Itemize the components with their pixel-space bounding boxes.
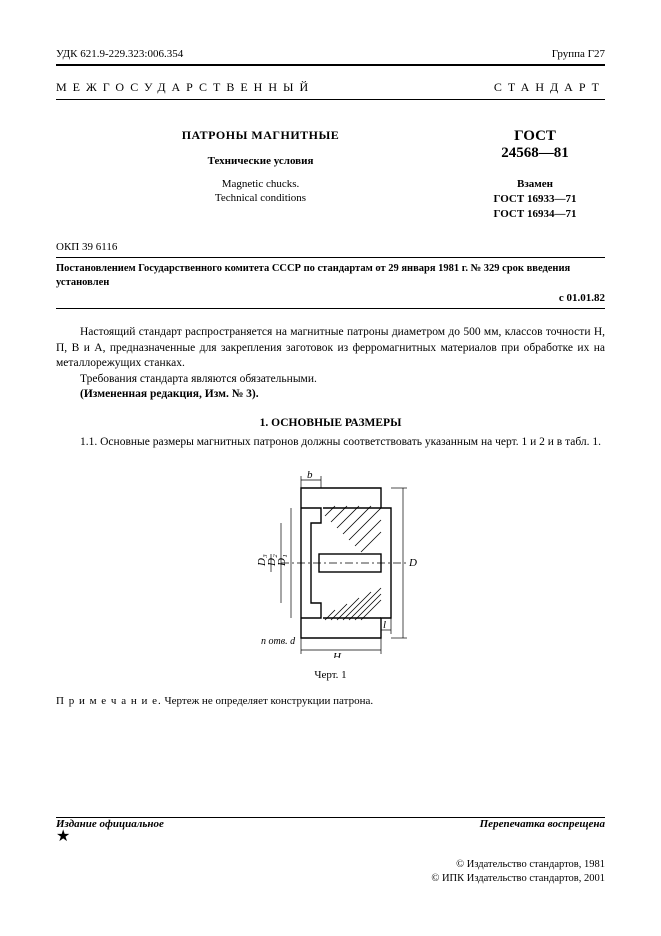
replace-label: Взамен bbox=[517, 178, 553, 190]
gost-main: ГОСТ 24568—81 bbox=[465, 128, 605, 163]
decree-text: Постановлением Государственного комитета… bbox=[56, 262, 605, 290]
note-body: Чертеж не определяет конструкции патрона… bbox=[162, 695, 373, 707]
title-en-line2: Technical conditions bbox=[215, 192, 306, 204]
title-block: ПАТРОНЫ МАГНИТНЫЕ Технические условия Ma… bbox=[56, 128, 605, 223]
title-right: ГОСТ 24568—81 Взамен ГОСТ 16933—71 ГОСТ … bbox=[465, 128, 605, 223]
fig-label-notv: n отв. d bbox=[261, 636, 296, 647]
fig-label-H: H bbox=[332, 651, 342, 658]
title-ru: ПАТРОНЫ МАГНИТНЫЕ bbox=[56, 128, 465, 143]
para-3: (Измененная редакция, Изм. № 3). bbox=[56, 387, 605, 403]
figure-note: П р и м е ч а н и е. Чертеж не определяе… bbox=[56, 695, 605, 707]
copyright-block: © Издательство стандартов, 1981 © ИПК Из… bbox=[56, 858, 605, 886]
para-1: Настоящий стандарт распространяется на м… bbox=[56, 325, 605, 372]
fig-label-l: l bbox=[383, 619, 386, 631]
copyright-2: © ИПК Издательство стандартов, 2001 bbox=[56, 872, 605, 886]
udk-code: УДК 621.9-229.323:006.354 bbox=[56, 48, 183, 60]
para-1-1: 1.1. Основные размеры магнитных патронов… bbox=[56, 435, 605, 451]
interstate-heading: МЕЖГОСУДАРСТВЕННЫЙ СТАНДАРТ bbox=[56, 80, 605, 95]
rule-under-interstate bbox=[56, 99, 605, 100]
title-en-line1: Magnetic chucks. bbox=[222, 178, 300, 190]
para-1-1-wrap: 1.1. Основные размеры магнитных патронов… bbox=[56, 435, 605, 451]
footer-right: Перепечатка воспрещена bbox=[480, 818, 605, 830]
fig-label-D3: D₃ bbox=[256, 554, 268, 567]
footer: Издание официальное Перепечатка воспреще… bbox=[56, 813, 605, 886]
para-2: Требования стандарта являются обязательн… bbox=[56, 372, 605, 388]
rule-since bbox=[56, 308, 605, 309]
rule-top bbox=[56, 64, 605, 66]
figure-1-svg: b D D₁ D₂ D₃ l H n отв. d bbox=[231, 468, 431, 658]
fig-label-b: b bbox=[307, 469, 313, 481]
top-line: УДК 621.9-229.323:006.354 Группа Г27 bbox=[56, 48, 605, 60]
copyright-1: © Издательство стандартов, 1981 bbox=[56, 858, 605, 872]
body-text: Настоящий стандарт распространяется на м… bbox=[56, 325, 605, 403]
figure-1-caption: Черт. 1 bbox=[56, 669, 605, 681]
page: УДК 621.9-229.323:006.354 Группа Г27 МЕЖ… bbox=[0, 0, 661, 936]
section-1-title: 1. ОСНОВНЫЕ РАЗМЕРЫ bbox=[56, 417, 605, 429]
star-icon: ★ bbox=[56, 832, 605, 842]
fig-label-D: D bbox=[408, 557, 417, 569]
figure-1: b D D₁ D₂ D₃ l H n отв. d Черт. 1 bbox=[56, 468, 605, 681]
replace-2: ГОСТ 16934—71 bbox=[494, 208, 577, 220]
group-code: Группа Г27 bbox=[552, 48, 605, 60]
gost-label: ГОСТ bbox=[514, 128, 556, 144]
replace-1: ГОСТ 16933—71 bbox=[494, 193, 577, 205]
since-date: с 01.01.82 bbox=[559, 292, 605, 304]
rule-okp bbox=[56, 257, 605, 258]
footer-row: Издание официальное Перепечатка воспреще… bbox=[56, 818, 605, 830]
since-row: с 01.01.82 bbox=[56, 292, 605, 304]
title-left: ПАТРОНЫ МАГНИТНЫЕ Технические условия Ma… bbox=[56, 128, 465, 206]
title-en: Magnetic chucks. Technical conditions bbox=[56, 177, 465, 206]
replace-block: Взамен ГОСТ 16933—71 ГОСТ 16934—71 bbox=[465, 177, 605, 223]
subtitle-ru: Технические условия bbox=[56, 155, 465, 167]
gost-number: 24568—81 bbox=[501, 145, 569, 161]
footer-left: Издание официальное bbox=[56, 818, 164, 830]
note-prefix: П р и м е ч а н и е. bbox=[56, 695, 162, 707]
okp-code: ОКП 39 6116 bbox=[56, 241, 605, 253]
